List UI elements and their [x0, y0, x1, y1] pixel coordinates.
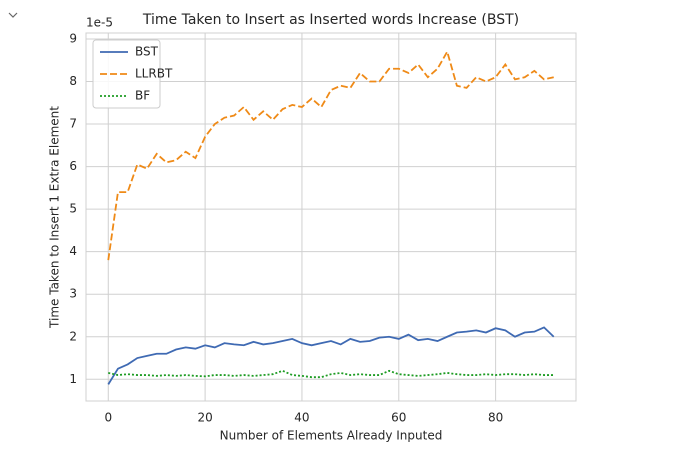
y-tick-label: 6	[69, 159, 77, 173]
y-tick-label: 4	[69, 244, 77, 258]
legend-label: BST	[135, 45, 159, 59]
y-offset-label: 1e-5	[86, 16, 113, 30]
line-series	[107, 326, 555, 385]
legend-label: BF	[135, 89, 150, 103]
line-series	[108, 369, 554, 379]
y-tick-label: 5	[69, 202, 77, 216]
x-axis-label: Number of Elements Already Inputed	[220, 429, 443, 443]
x-tick-label: 40	[294, 411, 309, 425]
y-tick-label: 7	[69, 117, 77, 131]
y-axis-label: Time Taken to Insert 1 Extra Element	[48, 106, 62, 329]
x-tick-label: 80	[488, 411, 503, 425]
legend: BST LLRBT BF	[92, 39, 173, 109]
x-tick-label: 0	[104, 411, 112, 425]
y-tick-label: 2	[69, 329, 77, 343]
x-tick-label: 20	[197, 411, 212, 425]
plot-frame	[85, 32, 577, 402]
y-tick-label: 1	[69, 372, 77, 386]
line-series	[107, 49, 554, 261]
x-tick-label: 60	[391, 411, 406, 425]
legend-label: LLRBT	[135, 67, 173, 81]
y-tick-label: 9	[69, 31, 77, 45]
collapse-chevron[interactable]	[8, 12, 18, 18]
y-tick-label: 3	[69, 287, 77, 301]
y-tick-label: 8	[69, 74, 77, 88]
chart-title: Time Taken to Insert as Inserted words I…	[142, 12, 519, 28]
